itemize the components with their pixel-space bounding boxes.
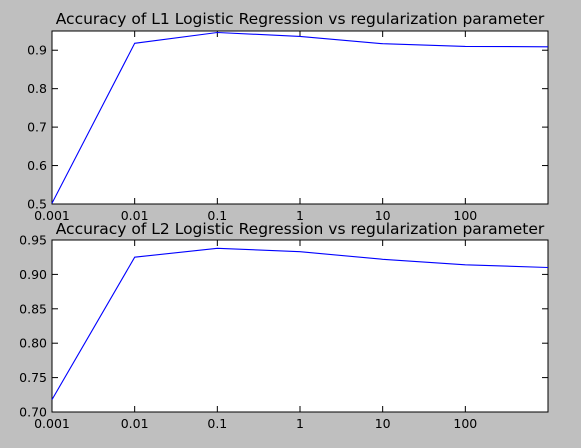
x-tick-label: 0.01 (121, 208, 149, 223)
x-tick-label: 100 (453, 416, 477, 431)
x-tick-labels-l2: 0.001 0.01 0.1 1 10 100 (34, 416, 477, 431)
series-line-l2 (51, 247, 549, 400)
x-tick-label: 1 (296, 208, 304, 223)
y-tick-labels-l2: 0.70 0.75 0.80 0.85 0.90 0.95 (19, 233, 47, 420)
chart-title-l1: Accuracy of L1 Logistic Regression vs re… (56, 10, 545, 28)
y-tick-label: 0.85 (19, 301, 47, 316)
subplot-l1: Accuracy of L1 Logistic Regression vs re… (27, 10, 549, 223)
x-tick-label: 1 (296, 416, 304, 431)
x-tick-label: 0.1 (207, 208, 227, 223)
x-ticks-l1 (51, 31, 466, 204)
chart-title-l2: Accuracy of L2 Logistic Regression vs re… (56, 220, 545, 238)
x-tick-label: 0.001 (34, 208, 70, 223)
y-tick-label: 0.7 (27, 120, 47, 135)
x-tick-label: 0.01 (121, 416, 149, 431)
plot-area-l1 (51, 30, 549, 205)
x-tick-labels-l1: 0.001 0.01 0.1 1 10 100 (34, 208, 477, 223)
x-tick-label: 10 (375, 208, 391, 223)
y-ticks-l2 (52, 239, 548, 413)
y-tick-labels-l1: 0.5 0.6 0.7 0.8 0.9 (27, 43, 47, 212)
subplot-l2: Accuracy of L2 Logistic Regression vs re… (19, 220, 549, 431)
y-tick-label: 0.75 (19, 370, 47, 385)
y-tick-label: 0.90 (19, 267, 47, 282)
x-tick-label: 10 (375, 416, 391, 431)
x-tick-label: 0.1 (207, 416, 227, 431)
y-tick-label: 0.5 (27, 197, 47, 212)
x-tick-label: 0.001 (34, 416, 70, 431)
y-tick-label: 0.8 (27, 81, 47, 96)
y-tick-label: 0.80 (19, 336, 47, 351)
y-tick-label: 0.95 (19, 233, 47, 248)
plot-area-l2 (51, 239, 549, 413)
y-tick-label: 0.70 (19, 405, 47, 420)
y-ticks-l1 (52, 49, 548, 205)
series-line-l1 (51, 31, 549, 204)
x-tick-label: 100 (453, 208, 477, 223)
y-tick-label: 0.6 (27, 158, 47, 173)
x-ticks-l2 (51, 240, 466, 412)
y-tick-label: 0.9 (27, 43, 47, 58)
